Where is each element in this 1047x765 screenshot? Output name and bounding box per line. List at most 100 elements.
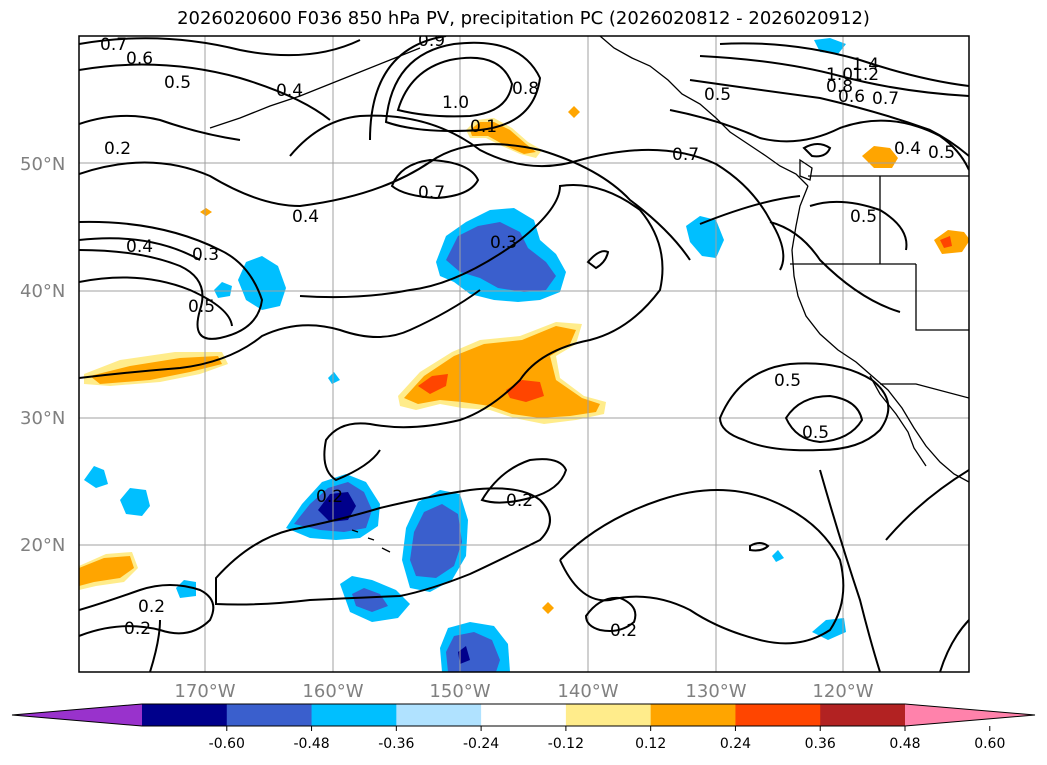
contour-ne-6 (769, 221, 901, 313)
contour-big-south (559, 489, 845, 645)
colorbar-segment (396, 704, 482, 726)
colorbar-segment (142, 704, 228, 726)
contour-label: 0.7 (100, 35, 127, 55)
pnw-coast (791, 185, 969, 483)
lon-label: 140°W (557, 681, 618, 702)
precip-neg-hawaii-max (318, 492, 356, 522)
contour-north-2 (79, 63, 331, 121)
contour-west-loop (79, 114, 241, 141)
precip-neg-ne (686, 216, 724, 258)
aleutian-islands (209, 47, 421, 129)
contour-label: 0.2 (316, 487, 343, 507)
contour-label: 0.7 (672, 145, 699, 165)
contour-main-pv (299, 184, 664, 482)
colorbar-segment (735, 704, 821, 726)
contour-east-3 (939, 619, 969, 672)
contour-label: 0.5 (928, 143, 955, 163)
contour-label: 0.4 (292, 207, 319, 227)
colorbar-segment (650, 704, 736, 726)
contour-label: 0.6 (126, 49, 153, 69)
precip-pos-dot2 (568, 106, 580, 118)
colorbar-tick-label: 0.48 (889, 736, 920, 752)
lat-label: 20°N (20, 535, 65, 556)
contour-label: 0.8 (512, 79, 539, 99)
lat-label: 30°N (20, 408, 65, 429)
contour-label: 1.4 (852, 55, 879, 75)
contour-label: 0.5 (802, 423, 829, 443)
map-border (78, 35, 970, 673)
colorbar-segment (565, 704, 652, 726)
contour-low-center-1 (396, 56, 514, 118)
contour-03-line (79, 220, 264, 340)
precip-neg-west-mid (238, 256, 286, 310)
contour-small-748 (749, 542, 770, 552)
contour-label: 0.2 (124, 619, 151, 639)
contour-ne-2 (699, 55, 969, 97)
contour-small-loop-ne (802, 143, 832, 158)
colorbar-tick-label: -0.12 (548, 736, 584, 752)
contour-west-04 (79, 237, 201, 261)
precip-neg-west-small (214, 282, 232, 298)
contour-south-loop (215, 487, 551, 606)
precip-neg-sw3 (176, 580, 196, 598)
lon-label: 160°W (302, 681, 363, 702)
contour-label: 0.4 (894, 139, 921, 159)
lon-label: 150°W (429, 681, 490, 702)
precip-neg-central-core (446, 222, 556, 292)
contour-label: 1.2 (852, 65, 879, 85)
precip-pos-idaho-max (940, 236, 952, 248)
precip-pos-central-max1 (418, 374, 448, 394)
map-title: 2026020600 F036 850 hPa PV, precipitatio… (177, 8, 870, 29)
contour-02-small (584, 596, 637, 632)
contour-label: 0.1 (470, 117, 497, 137)
colorbar-extend-high (905, 704, 1035, 726)
contour-04-mid (79, 143, 691, 261)
lat-label: 50°N (20, 154, 65, 175)
precip-neg-south1-core (352, 588, 388, 612)
contour-label: 0.2 (610, 621, 637, 641)
colorbar-tick-label: -0.24 (463, 736, 499, 752)
contour-label: 0.5 (774, 371, 801, 391)
lon-label: 120°W (812, 681, 873, 702)
colorbar-outline (11, 703, 1036, 727)
precip-pos-dot3 (542, 602, 554, 614)
precip-pos-dot1 (200, 208, 212, 216)
colorbar-tick-label: -0.60 (209, 736, 245, 752)
contour-central-line (79, 289, 481, 379)
contour-label: 0.5 (188, 297, 215, 317)
longitude-labels: 170°W 160°W 150°W 140°W 130°W 120°W (174, 681, 873, 702)
contour-label: 0.9 (418, 31, 445, 51)
us-state-line3 (915, 264, 969, 331)
contour-north-high (79, 37, 361, 57)
precip-pos-idaho (934, 230, 969, 254)
colorbar-tick-label: 0.36 (805, 736, 836, 752)
contour-label: 0.4 (276, 81, 303, 101)
contour-big-north (289, 114, 785, 271)
precip-neg-dot2 (772, 550, 784, 562)
colorbar-tick-label: 0.60 (974, 736, 1005, 752)
colorbar: -0.60 -0.48 -0.36 -0.24 -0.12 0.12 0.24 0.36 0.4… (11, 703, 1036, 752)
colorbar-segment (311, 704, 397, 726)
contour-label: 1.0 (826, 65, 853, 85)
colorbar-tick-label: 0.12 (635, 736, 666, 752)
precip-neg-sw2 (120, 488, 150, 516)
hawaii-islands (351, 529, 391, 553)
precip-pos-central-core (404, 326, 600, 418)
colorbar-segment (481, 704, 567, 726)
colorbar-segment (820, 704, 906, 726)
alaska-coast (599, 36, 809, 187)
us-mexico-border (880, 383, 969, 399)
contour-label: 0.5 (850, 207, 877, 227)
contour-island (586, 250, 610, 270)
colorbar-tick-label: 0.24 (720, 736, 751, 752)
contour-label: 0.6 (838, 87, 865, 107)
precip-neg-dot1 (328, 372, 340, 384)
contour-ne-4 (669, 109, 969, 171)
precip-neg-south2-max (458, 646, 470, 664)
colorbar-segment (226, 704, 313, 726)
contour-sw-02 (79, 584, 215, 637)
contour-07-loop (390, 158, 480, 200)
contour-sw-line (149, 619, 161, 672)
colorbar-tick-label: -0.48 (293, 736, 329, 752)
